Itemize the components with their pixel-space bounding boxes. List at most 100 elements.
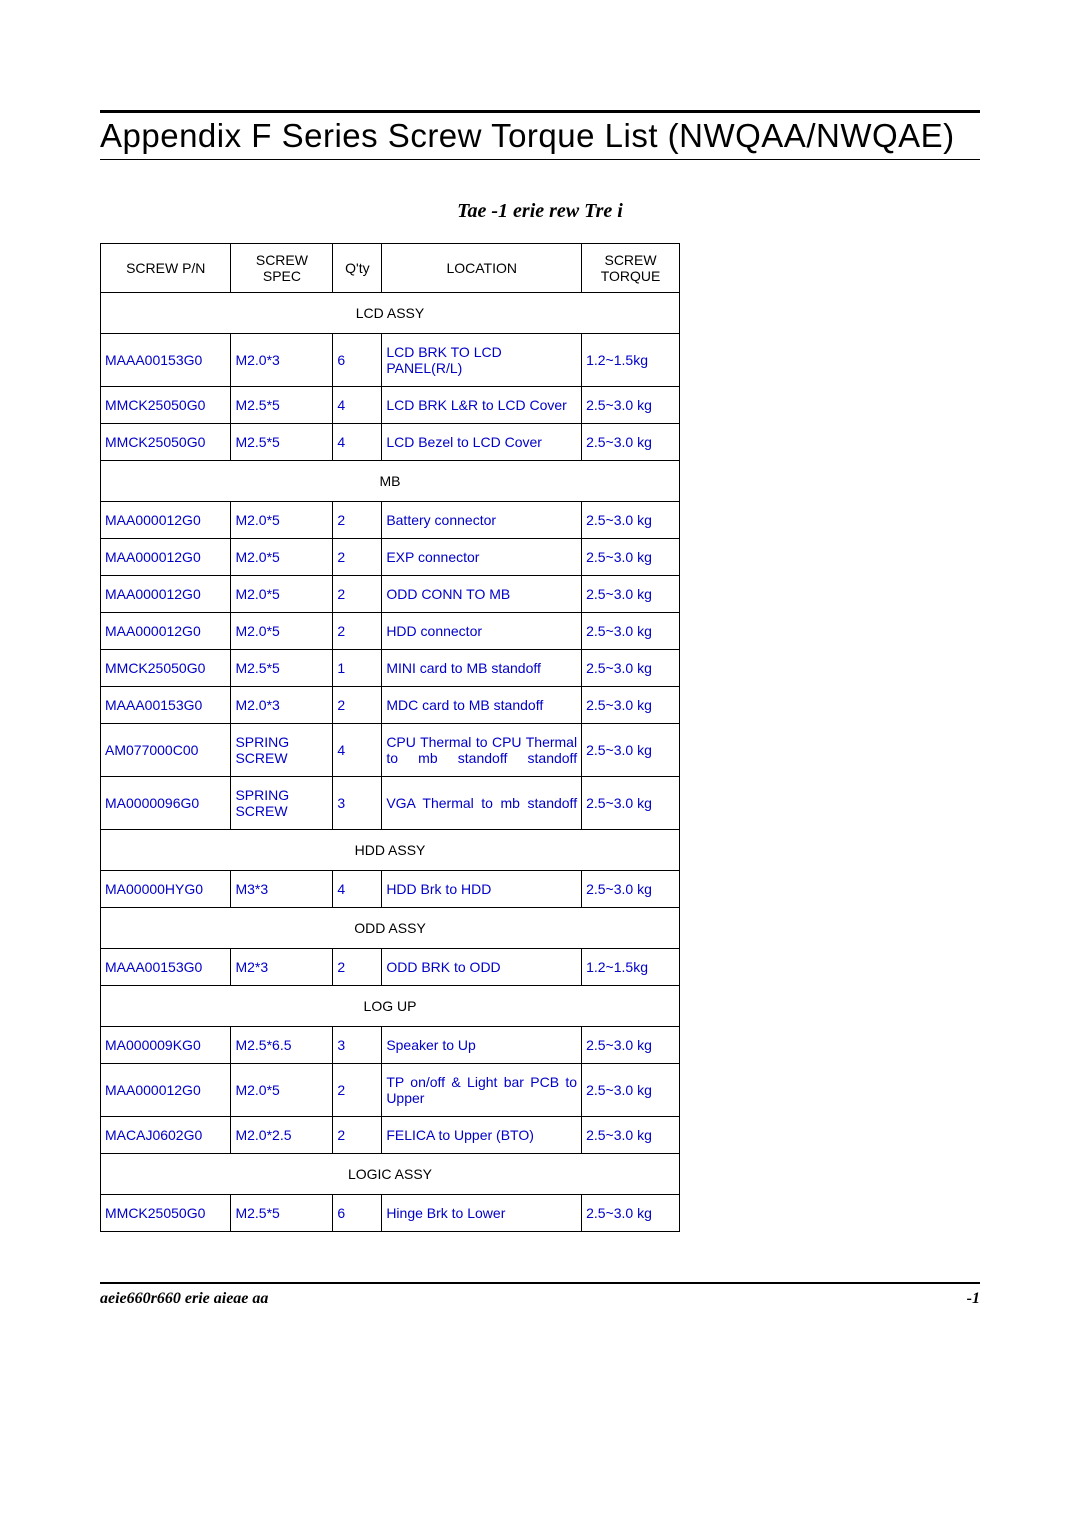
cell-qty: 4: [333, 871, 382, 908]
cell-tor: 1.2~1.5kg: [582, 949, 680, 986]
table-row: MA00000HYG0M3*34HDD Brk to HDD2.5~3.0 kg: [101, 871, 680, 908]
cell-qty: 3: [333, 777, 382, 830]
col-header-spec: SCREW SPEC: [231, 244, 333, 293]
cell-tor: 2.5~3.0 kg: [582, 871, 680, 908]
col-header-qty: Q'ty: [333, 244, 382, 293]
col-header-loc: LOCATION: [382, 244, 582, 293]
col-header-pn: SCREW P/N: [101, 244, 231, 293]
cell-spec: M2.0*2.5: [231, 1117, 333, 1154]
section-row: MB: [101, 461, 680, 502]
cell-qty: 4: [333, 724, 382, 777]
cell-pn: MMCK25050G0: [101, 1195, 231, 1232]
cell-pn: MAA000012G0: [101, 613, 231, 650]
cell-qty: 1: [333, 650, 382, 687]
cell-tor: 2.5~3.0 kg: [582, 576, 680, 613]
table-caption: Tae -1 erie rew Tre i: [100, 200, 980, 223]
document-page: Appendix F Series Screw Torque List (NWQ…: [0, 0, 1080, 1358]
cell-tor: 2.5~3.0 kg: [582, 1117, 680, 1154]
cell-pn: AM077000C00: [101, 724, 231, 777]
cell-qty: 2: [333, 1117, 382, 1154]
cell-tor: 2.5~3.0 kg: [582, 424, 680, 461]
table-body: LCD ASSYMAAA00153G0M2.0*36LCD BRK TO LCD…: [101, 293, 680, 1232]
cell-pn: MAA000012G0: [101, 576, 231, 613]
table-row: MAAA00153G0M2.0*36LCD BRK TO LCD PANEL(R…: [101, 334, 680, 387]
cell-loc: Hinge Brk to Lower: [382, 1195, 582, 1232]
table-header-row: SCREW P/N SCREW SPEC Q'ty LOCATION SCREW…: [101, 244, 680, 293]
cell-pn: MA0000096G0: [101, 777, 231, 830]
cell-tor: 2.5~3.0 kg: [582, 387, 680, 424]
cell-qty: 4: [333, 387, 382, 424]
cell-tor: 1.2~1.5kg: [582, 334, 680, 387]
table-row: MACAJ0602G0M2.0*2.52FELICA to Upper (BTO…: [101, 1117, 680, 1154]
cell-loc: TP on/off & Light bar PCB to Upper: [382, 1064, 582, 1117]
cell-tor: 2.5~3.0 kg: [582, 539, 680, 576]
title-rule: Appendix F Series Screw Torque List (NWQ…: [100, 110, 980, 160]
cell-spec: M2.0*5: [231, 502, 333, 539]
table-row: MAA000012G0M2.0*52EXP connector2.5~3.0 k…: [101, 539, 680, 576]
cell-spec: M2.0*5: [231, 576, 333, 613]
table-row: MMCK25050G0M2.5*56Hinge Brk to Lower2.5~…: [101, 1195, 680, 1232]
cell-spec: M2.0*5: [231, 1064, 333, 1117]
section-row: ODD ASSY: [101, 908, 680, 949]
table-row: MAA000012G0M2.0*52Battery connector2.5~3…: [101, 502, 680, 539]
cell-qty: 4: [333, 424, 382, 461]
cell-qty: 2: [333, 687, 382, 724]
appendix-title: Appendix F Series Screw Torque List (NWQ…: [100, 117, 980, 155]
table-row: MA0000096G0SPRING SCREW3VGA Thermal to m…: [101, 777, 680, 830]
cell-qty: 2: [333, 576, 382, 613]
torque-table: SCREW P/N SCREW SPEC Q'ty LOCATION SCREW…: [100, 243, 680, 1232]
table-row: MAAA00153G0M2.0*32MDC card to MB standof…: [101, 687, 680, 724]
cell-qty: 2: [333, 502, 382, 539]
cell-loc: Battery connector: [382, 502, 582, 539]
cell-pn: MAA000012G0: [101, 1064, 231, 1117]
table-row: AM077000C00SPRING SCREW4CPU Thermal to C…: [101, 724, 680, 777]
cell-tor: 2.5~3.0 kg: [582, 777, 680, 830]
page-footer: aeie660r660 erie aieae aa -1: [100, 1282, 980, 1308]
cell-spec: SPRING SCREW: [231, 724, 333, 777]
section-label: ODD ASSY: [101, 908, 680, 949]
cell-loc: HDD connector: [382, 613, 582, 650]
cell-qty: 2: [333, 949, 382, 986]
cell-spec: M2.0*5: [231, 539, 333, 576]
cell-loc: ODD CONN TO MB: [382, 576, 582, 613]
cell-qty: 3: [333, 1027, 382, 1064]
cell-qty: 2: [333, 1064, 382, 1117]
cell-tor: 2.5~3.0 kg: [582, 1027, 680, 1064]
section-label: LOG UP: [101, 986, 680, 1027]
table-row: MAA000012G0M2.0*52ODD CONN TO MB2.5~3.0 …: [101, 576, 680, 613]
cell-loc: CPU Thermal to CPU Thermal to mb standof…: [382, 724, 582, 777]
cell-pn: MACAJ0602G0: [101, 1117, 231, 1154]
cell-loc: ODD BRK to ODD: [382, 949, 582, 986]
cell-loc: MDC card to MB standoff: [382, 687, 582, 724]
table-row: MA000009KG0M2.5*6.53Speaker to Up2.5~3.0…: [101, 1027, 680, 1064]
cell-spec: M2.5*5: [231, 650, 333, 687]
table-row: MAA000012G0M2.0*52HDD connector2.5~3.0 k…: [101, 613, 680, 650]
cell-tor: 2.5~3.0 kg: [582, 724, 680, 777]
cell-spec: M2.5*5: [231, 424, 333, 461]
table-row: MAAA00153G0M2*32ODD BRK to ODD1.2~1.5kg: [101, 949, 680, 986]
cell-pn: MAAA00153G0: [101, 334, 231, 387]
section-row: HDD ASSY: [101, 830, 680, 871]
cell-pn: MMCK25050G0: [101, 387, 231, 424]
cell-loc: LCD BRK L&R to LCD Cover: [382, 387, 582, 424]
table-row: MMCK25050G0M2.5*54LCD Bezel to LCD Cover…: [101, 424, 680, 461]
cell-tor: 2.5~3.0 kg: [582, 650, 680, 687]
cell-qty: 2: [333, 539, 382, 576]
table-row: MMCK25050G0M2.5*51MINI card to MB stando…: [101, 650, 680, 687]
section-row: LOGIC ASSY: [101, 1154, 680, 1195]
cell-loc: MINI card to MB standoff: [382, 650, 582, 687]
cell-tor: 2.5~3.0 kg: [582, 687, 680, 724]
section-row: LOG UP: [101, 986, 680, 1027]
cell-loc: EXP connector: [382, 539, 582, 576]
section-label: LCD ASSY: [101, 293, 680, 334]
cell-spec: M2*3: [231, 949, 333, 986]
section-row: LCD ASSY: [101, 293, 680, 334]
cell-spec: M2.0*3: [231, 334, 333, 387]
cell-tor: 2.5~3.0 kg: [582, 502, 680, 539]
cell-tor: 2.5~3.0 kg: [582, 1064, 680, 1117]
col-header-tor: SCREW TORQUE: [582, 244, 680, 293]
cell-spec: M2.5*6.5: [231, 1027, 333, 1064]
cell-loc: FELICA to Upper (BTO): [382, 1117, 582, 1154]
cell-spec: SPRING SCREW: [231, 777, 333, 830]
footer-right: -1: [967, 1290, 980, 1308]
